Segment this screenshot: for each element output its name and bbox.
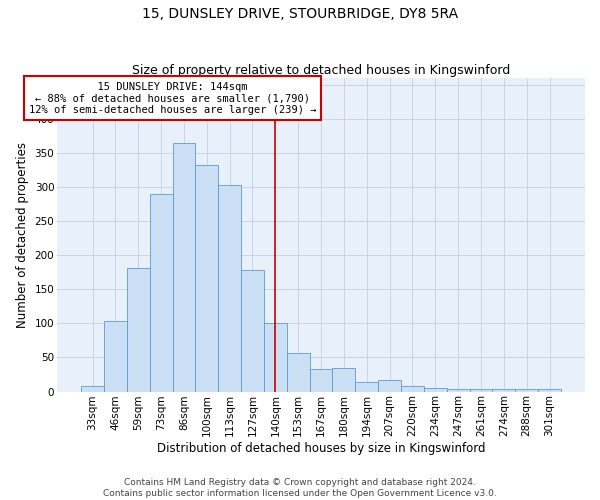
- Bar: [81, 386, 104, 392]
- Bar: [447, 389, 470, 392]
- Bar: [149, 194, 173, 392]
- Bar: [264, 324, 287, 392]
- Bar: [378, 380, 401, 392]
- Bar: [493, 390, 515, 392]
- Bar: [104, 322, 127, 392]
- Bar: [332, 368, 355, 392]
- Bar: [470, 390, 493, 392]
- Bar: [218, 185, 241, 392]
- Bar: [196, 166, 218, 392]
- Bar: [127, 268, 149, 392]
- X-axis label: Distribution of detached houses by size in Kingswinford: Distribution of detached houses by size …: [157, 442, 485, 455]
- Bar: [241, 270, 264, 392]
- Title: Size of property relative to detached houses in Kingswinford: Size of property relative to detached ho…: [132, 64, 510, 77]
- Text: 15, DUNSLEY DRIVE, STOURBRIDGE, DY8 5RA: 15, DUNSLEY DRIVE, STOURBRIDGE, DY8 5RA: [142, 8, 458, 22]
- Bar: [515, 390, 538, 392]
- Text: 15 DUNSLEY DRIVE: 144sqm  
← 88% of detached houses are smaller (1,790)
12% of s: 15 DUNSLEY DRIVE: 144sqm ← 88% of detach…: [29, 82, 316, 115]
- Bar: [310, 369, 332, 392]
- Bar: [287, 352, 310, 392]
- Bar: [355, 382, 378, 392]
- Bar: [173, 143, 196, 392]
- Text: Contains HM Land Registry data © Crown copyright and database right 2024.
Contai: Contains HM Land Registry data © Crown c…: [103, 478, 497, 498]
- Bar: [401, 386, 424, 392]
- Y-axis label: Number of detached properties: Number of detached properties: [16, 142, 29, 328]
- Bar: [424, 388, 447, 392]
- Bar: [538, 390, 561, 392]
